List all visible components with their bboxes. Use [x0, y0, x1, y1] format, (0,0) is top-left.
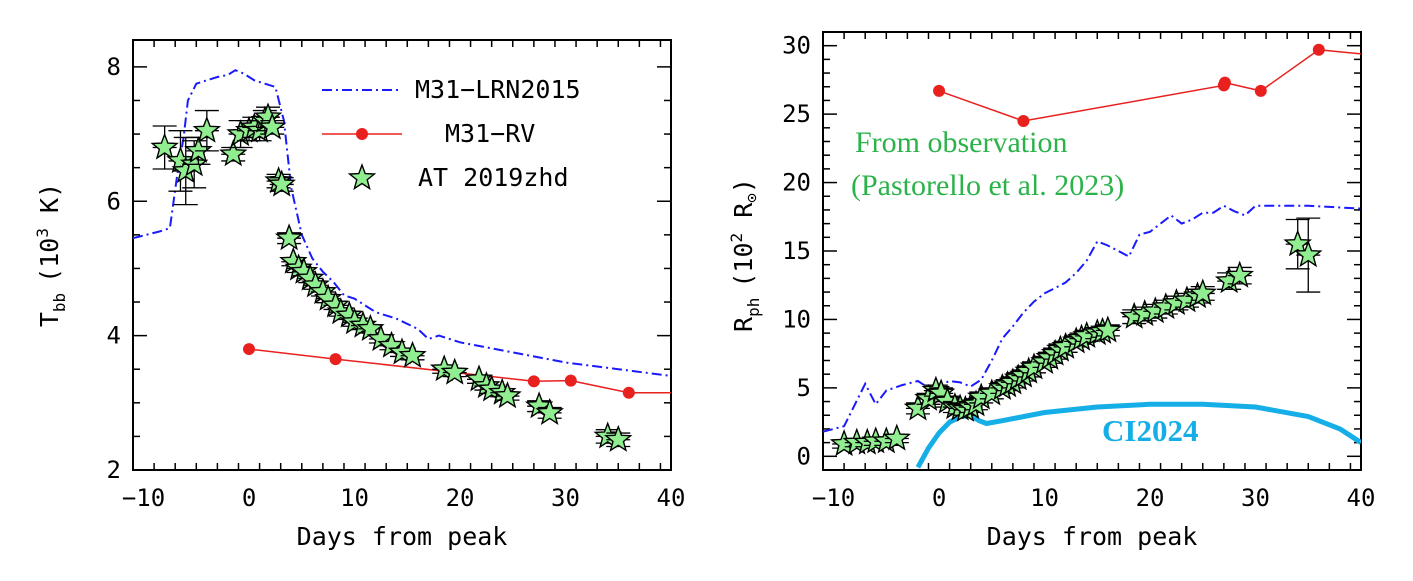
annotation-pastorello: (Pastorello et al. 2023) — [851, 169, 1124, 202]
temperature-panel: −10 0 10 20 30 40 2 4 6 8 Days from peak Tbb(103… — [33, 39, 686, 551]
rv-point — [243, 343, 256, 356]
y-tick-label: 25 — [782, 100, 811, 128]
y-tick-label: 20 — [782, 169, 811, 197]
y-tick-label: 5 — [797, 374, 811, 402]
x-tick-label: 0 — [242, 484, 256, 512]
star-point — [1188, 278, 1217, 306]
rv-point — [1218, 76, 1231, 89]
star-point — [1093, 315, 1123, 343]
rv-point — [1254, 84, 1267, 97]
star-point — [440, 357, 469, 385]
star-point — [1283, 229, 1312, 257]
y-axis-label: Rph(102 R⊙) — [727, 178, 763, 332]
y-axis-label-text: Rph(102 R⊙) — [727, 178, 763, 332]
rv-point — [933, 84, 946, 97]
legend-star-marker — [347, 162, 377, 191]
star-point — [274, 223, 304, 251]
series-line-m31-rv — [938, 49, 1361, 122]
star-point — [192, 115, 222, 143]
star-point — [267, 169, 296, 197]
x-axis-label: Days from peak — [297, 522, 508, 551]
plot-frame — [132, 39, 672, 471]
x-tick-label: 0 — [932, 484, 946, 512]
series-line-m31-lrn2015 — [133, 69, 671, 377]
star-point — [150, 132, 179, 160]
legend: M31−LRN2015 M31−RV AT 2019zhd — [322, 75, 581, 192]
x-tick-label: −10 — [122, 484, 165, 512]
rv-point — [1017, 114, 1030, 127]
x-tick-label: 10 — [340, 484, 369, 512]
x-tick-label: 30 — [1241, 484, 1270, 512]
annotation-ci2024: CI2024 — [1102, 413, 1198, 448]
y-tick-label: 30 — [782, 32, 811, 60]
x-tick-label: 20 — [1136, 484, 1165, 512]
rv-point — [564, 374, 577, 387]
x-tick-label: 30 — [551, 484, 580, 512]
rv-point — [527, 375, 540, 388]
legend-rv-marker — [356, 128, 368, 140]
x-tick-label: −10 — [812, 484, 855, 512]
x-tick-label: 10 — [1030, 484, 1059, 512]
star-point — [882, 423, 912, 451]
legend-label-lrn: M31−LRN2015 — [415, 75, 581, 104]
series-line-m31-rv — [248, 348, 671, 394]
star-point — [398, 340, 427, 368]
x-tick-label: 40 — [1347, 484, 1376, 512]
y-tick-label: 6 — [107, 187, 121, 215]
x-axis-label: Days from peak — [987, 522, 1198, 551]
y-tick-label: 4 — [107, 322, 121, 350]
series-line-m31-lrn2015 — [823, 204, 1361, 433]
y-axis-label: Tbb(103 K) — [33, 183, 69, 327]
star-point — [535, 397, 564, 426]
star-point — [604, 424, 633, 452]
star-point — [184, 135, 213, 164]
star-point — [493, 381, 522, 409]
x-tick-label: 40 — [657, 484, 686, 512]
rv-point — [622, 386, 635, 399]
star-point — [1294, 240, 1323, 268]
rv-point — [329, 353, 342, 366]
legend-label-rv: M31−RV — [445, 119, 535, 148]
series-line-ci2024 — [915, 401, 1361, 469]
annotation-from-observation: From observation — [855, 126, 1067, 159]
y-tick-label: 15 — [782, 237, 811, 265]
star-point — [1225, 260, 1255, 288]
legend-label-star: AT 2019zhd — [418, 163, 569, 192]
y-tick-label: 0 — [797, 442, 811, 470]
y-tick-label: 8 — [107, 53, 121, 81]
star-point — [219, 139, 248, 167]
x-tick-label: 20 — [446, 484, 475, 512]
rv-point — [1312, 43, 1325, 56]
y-tick-label: 2 — [107, 456, 121, 484]
y-tick-label: 10 — [782, 305, 811, 333]
star-point — [258, 112, 287, 140]
y-axis-label-text: Tbb(103 K) — [33, 183, 69, 327]
legend-star-shape — [347, 162, 377, 191]
